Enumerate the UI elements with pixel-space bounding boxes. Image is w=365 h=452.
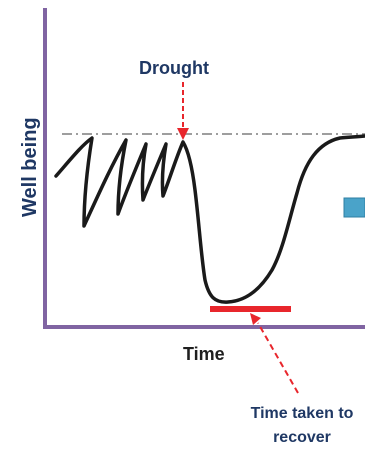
recovery-arrow bbox=[257, 322, 299, 394]
recovery-label: Time taken to recover bbox=[232, 402, 365, 450]
x-axis-label: Time bbox=[183, 344, 225, 364]
y-axis-label: Well being bbox=[19, 117, 41, 217]
recovery-arrowhead bbox=[250, 313, 261, 325]
drought-label: Drought bbox=[139, 58, 209, 78]
recovery-label-line1: Time taken to bbox=[250, 405, 354, 422]
recovery-label-line2: recover bbox=[273, 429, 331, 446]
side-box bbox=[343, 197, 365, 218]
well-being-curve bbox=[54, 134, 365, 304]
drought-arrowhead bbox=[177, 128, 189, 140]
